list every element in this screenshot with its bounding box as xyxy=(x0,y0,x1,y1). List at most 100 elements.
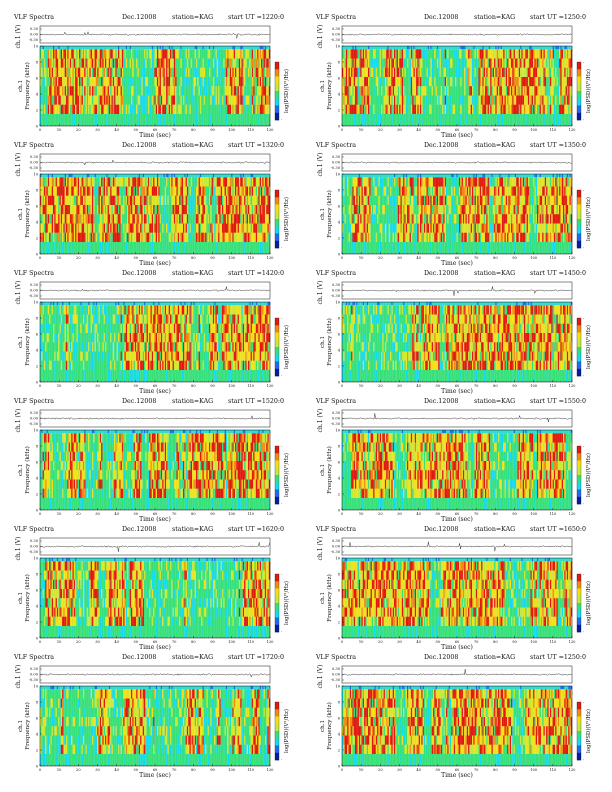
spectrogram-cell xyxy=(73,214,74,223)
spectrogram-cell xyxy=(187,242,188,254)
spectrogram-cell xyxy=(219,68,220,77)
spectrogram-cell xyxy=(515,96,516,105)
spectrogram-cell xyxy=(75,96,76,105)
spectrogram-cell xyxy=(253,187,254,196)
spectrogram-cell xyxy=(232,68,233,77)
spectrogram-cell xyxy=(529,49,530,58)
spectrogram-cell xyxy=(222,68,223,77)
spectrogram-cell xyxy=(86,242,87,254)
spectrogram-cell xyxy=(242,177,243,186)
spectrogram-cell xyxy=(125,224,126,233)
spectrogram-cell xyxy=(79,86,80,95)
y-tick-label: 10 xyxy=(335,44,340,48)
spectrogram-cell xyxy=(86,177,87,186)
spectrogram-cell xyxy=(95,174,96,177)
spectrogram-cell xyxy=(544,49,545,58)
spectrogram-cell xyxy=(442,86,443,95)
spectrogram-cell xyxy=(109,205,110,214)
spectrogram-cell xyxy=(208,105,209,114)
spectrogram-cell xyxy=(57,233,58,242)
spectrogram-cell xyxy=(490,86,491,95)
spectrogram-cell xyxy=(447,46,448,49)
spectrogram-cell xyxy=(121,177,122,186)
spectrogram-cell xyxy=(193,86,194,95)
panel-station: station=KAG xyxy=(474,14,515,21)
spectrogram-cell xyxy=(264,59,265,68)
spectrogram-cell xyxy=(221,205,222,214)
spectrogram-cell xyxy=(420,96,421,105)
spectrogram-cell xyxy=(359,86,360,95)
spectrogram-cell xyxy=(568,49,569,58)
spectrogram-cell xyxy=(532,86,533,95)
spectrogram-cell xyxy=(115,86,116,95)
spectrogram-cell xyxy=(84,174,85,177)
spectrogram-cell xyxy=(446,49,447,58)
spectrogram-cell xyxy=(162,214,163,223)
spectrogram-cell xyxy=(89,205,90,214)
spectrogram-cell xyxy=(143,68,144,77)
spectrogram-cell xyxy=(416,59,417,68)
spectrogram-cell xyxy=(453,68,454,77)
spectrogram-cell xyxy=(214,46,215,49)
spectrogram-cell xyxy=(49,214,50,223)
spectrogram-cell xyxy=(520,68,521,77)
spectrogram-cell xyxy=(96,114,97,126)
spectrogram-cell xyxy=(126,214,127,223)
spectrogram-cell xyxy=(80,77,81,86)
spectrogram-cell xyxy=(347,114,348,126)
spectrogram-cell xyxy=(56,114,57,126)
spectrogram-cell xyxy=(113,68,114,77)
colorbar-segment xyxy=(275,77,279,85)
spectrogram-cell xyxy=(398,105,399,114)
spectrogram-cell xyxy=(148,187,149,196)
spectrogram-cell xyxy=(105,205,106,214)
spectrogram-cell xyxy=(384,49,385,58)
spectrogram-cell xyxy=(570,59,571,68)
spectrogram-cell xyxy=(143,77,144,86)
spectrogram-image xyxy=(40,46,270,126)
spectrogram-cell xyxy=(446,68,447,77)
spectrogram-cell xyxy=(234,214,235,223)
spectrogram-cell xyxy=(78,49,79,58)
spectrogram-cell xyxy=(45,224,46,233)
spectrogram-cell xyxy=(52,59,53,68)
spectrogram-cell xyxy=(471,114,472,126)
spectrogram-cell xyxy=(468,49,469,58)
spectrogram-cell xyxy=(105,177,106,186)
spectrogram-cell xyxy=(96,59,97,68)
spectrogram-cell xyxy=(523,77,524,86)
spectrogram-cell xyxy=(127,224,128,233)
spectrogram-cell xyxy=(102,177,103,186)
spectrogram-cell xyxy=(214,86,215,95)
spectrogram-cell xyxy=(73,242,74,254)
spectrogram-cell xyxy=(104,214,105,223)
spectrogram-cell xyxy=(71,242,72,254)
spectrogram-cell xyxy=(471,46,472,49)
spectrogram-cell xyxy=(128,105,129,114)
spectrogram-cell xyxy=(364,77,365,86)
spectrogram-cell xyxy=(201,196,202,205)
spectrogram-cell xyxy=(93,177,94,186)
spectrogram-cell xyxy=(244,77,245,86)
spectrogram-cell xyxy=(76,187,77,196)
spectrogram-cell xyxy=(358,77,359,86)
spectrogram-cell xyxy=(492,77,493,86)
spectrogram-cell xyxy=(203,224,204,233)
spectrogram-cell xyxy=(368,68,369,77)
spectrogram-cell xyxy=(407,77,408,86)
spectrogram-cell xyxy=(109,174,110,177)
spectrogram-cell xyxy=(385,96,386,105)
spectrogram-cell xyxy=(385,77,386,86)
spectrogram-cell xyxy=(381,105,382,114)
spectrogram-cell xyxy=(144,105,145,114)
spectrogram-cell xyxy=(109,86,110,95)
spectrogram-cell xyxy=(130,196,131,205)
spectrogram-cell xyxy=(135,86,136,95)
spectrogram-cell xyxy=(148,105,149,114)
spectrogram-cell xyxy=(268,77,269,86)
spectrogram-cell xyxy=(247,214,248,223)
spectrogram-cell xyxy=(545,49,546,58)
spectrogram-cell xyxy=(205,68,206,77)
spectrogram-cell xyxy=(570,86,571,95)
spectrogram-cell xyxy=(152,46,153,49)
